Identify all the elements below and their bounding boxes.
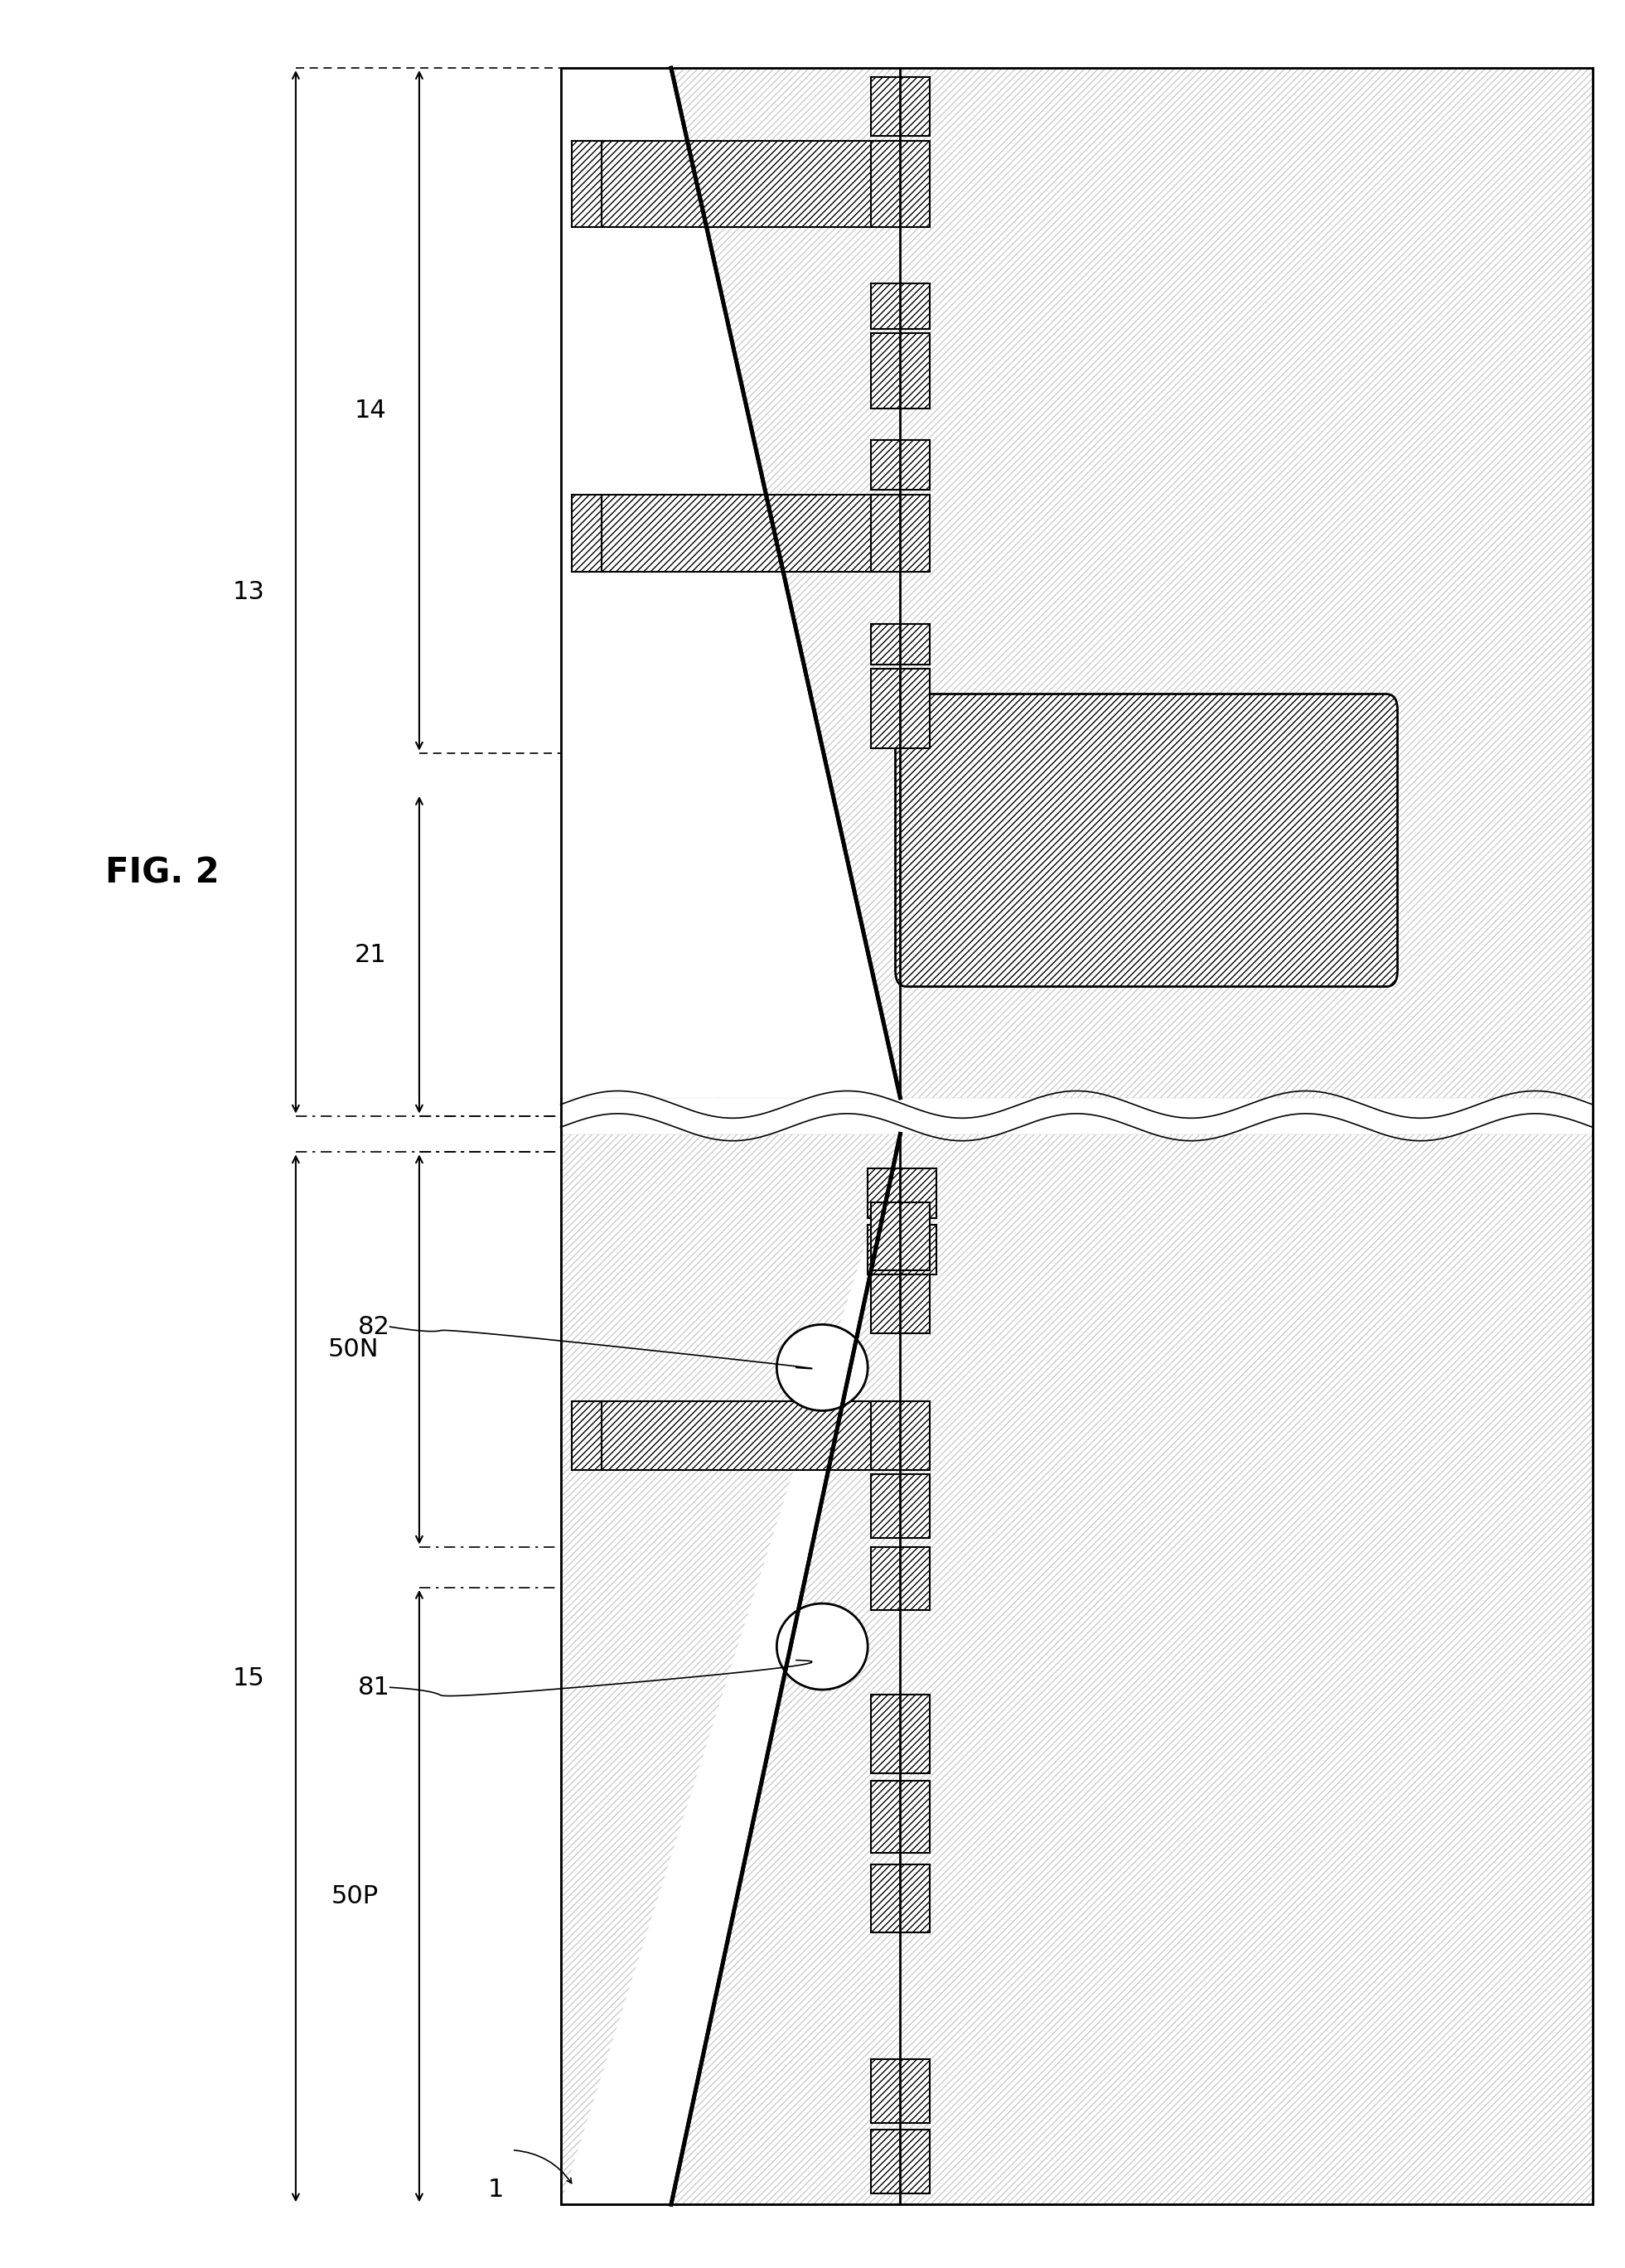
Bar — [871, 440, 929, 490]
Bar — [871, 1694, 929, 1774]
Bar — [871, 1202, 929, 1270]
Bar — [871, 669, 929, 748]
Text: 21: 21 — [354, 943, 387, 966]
Text: 1: 1 — [488, 2177, 504, 2202]
Bar — [572, 1402, 601, 1470]
Bar — [871, 1780, 929, 1853]
Text: 15: 15 — [232, 1667, 265, 1690]
Bar — [871, 77, 929, 136]
Bar — [871, 624, 929, 665]
Ellipse shape — [777, 1325, 868, 1411]
Bar — [561, 68, 1593, 2204]
Bar — [601, 141, 900, 227]
Bar — [561, 1100, 1593, 1132]
Bar — [871, 494, 929, 572]
Bar — [871, 284, 929, 329]
Text: 13: 13 — [232, 581, 265, 603]
Bar — [871, 1275, 929, 1334]
Bar — [871, 2130, 929, 2193]
Bar — [601, 494, 900, 572]
Bar — [561, 68, 1593, 2204]
Ellipse shape — [777, 1603, 868, 1690]
Bar — [777, 1603, 868, 1690]
Bar — [871, 1864, 929, 1932]
Bar — [868, 1168, 936, 1218]
Bar — [561, 68, 1593, 1098]
Bar — [601, 1402, 900, 1470]
Bar — [777, 1325, 868, 1411]
Text: 50P: 50P — [332, 1885, 379, 1907]
Text: 82: 82 — [358, 1315, 390, 1338]
Text: 50N: 50N — [328, 1338, 379, 1361]
Text: FIG. 2: FIG. 2 — [106, 855, 219, 891]
Bar — [871, 2059, 929, 2123]
Bar — [871, 1474, 929, 1538]
Polygon shape — [561, 68, 900, 1098]
Bar — [871, 1402, 929, 1470]
FancyBboxPatch shape — [895, 694, 1398, 987]
Bar — [572, 141, 601, 227]
Polygon shape — [561, 1134, 900, 2204]
Bar — [871, 1547, 929, 1610]
Bar — [871, 333, 929, 408]
Bar — [561, 1134, 1593, 2204]
Text: 14: 14 — [354, 399, 387, 422]
Bar — [868, 1225, 936, 1275]
Bar — [572, 494, 601, 572]
Text: 81: 81 — [358, 1676, 390, 1699]
Bar — [871, 141, 929, 227]
